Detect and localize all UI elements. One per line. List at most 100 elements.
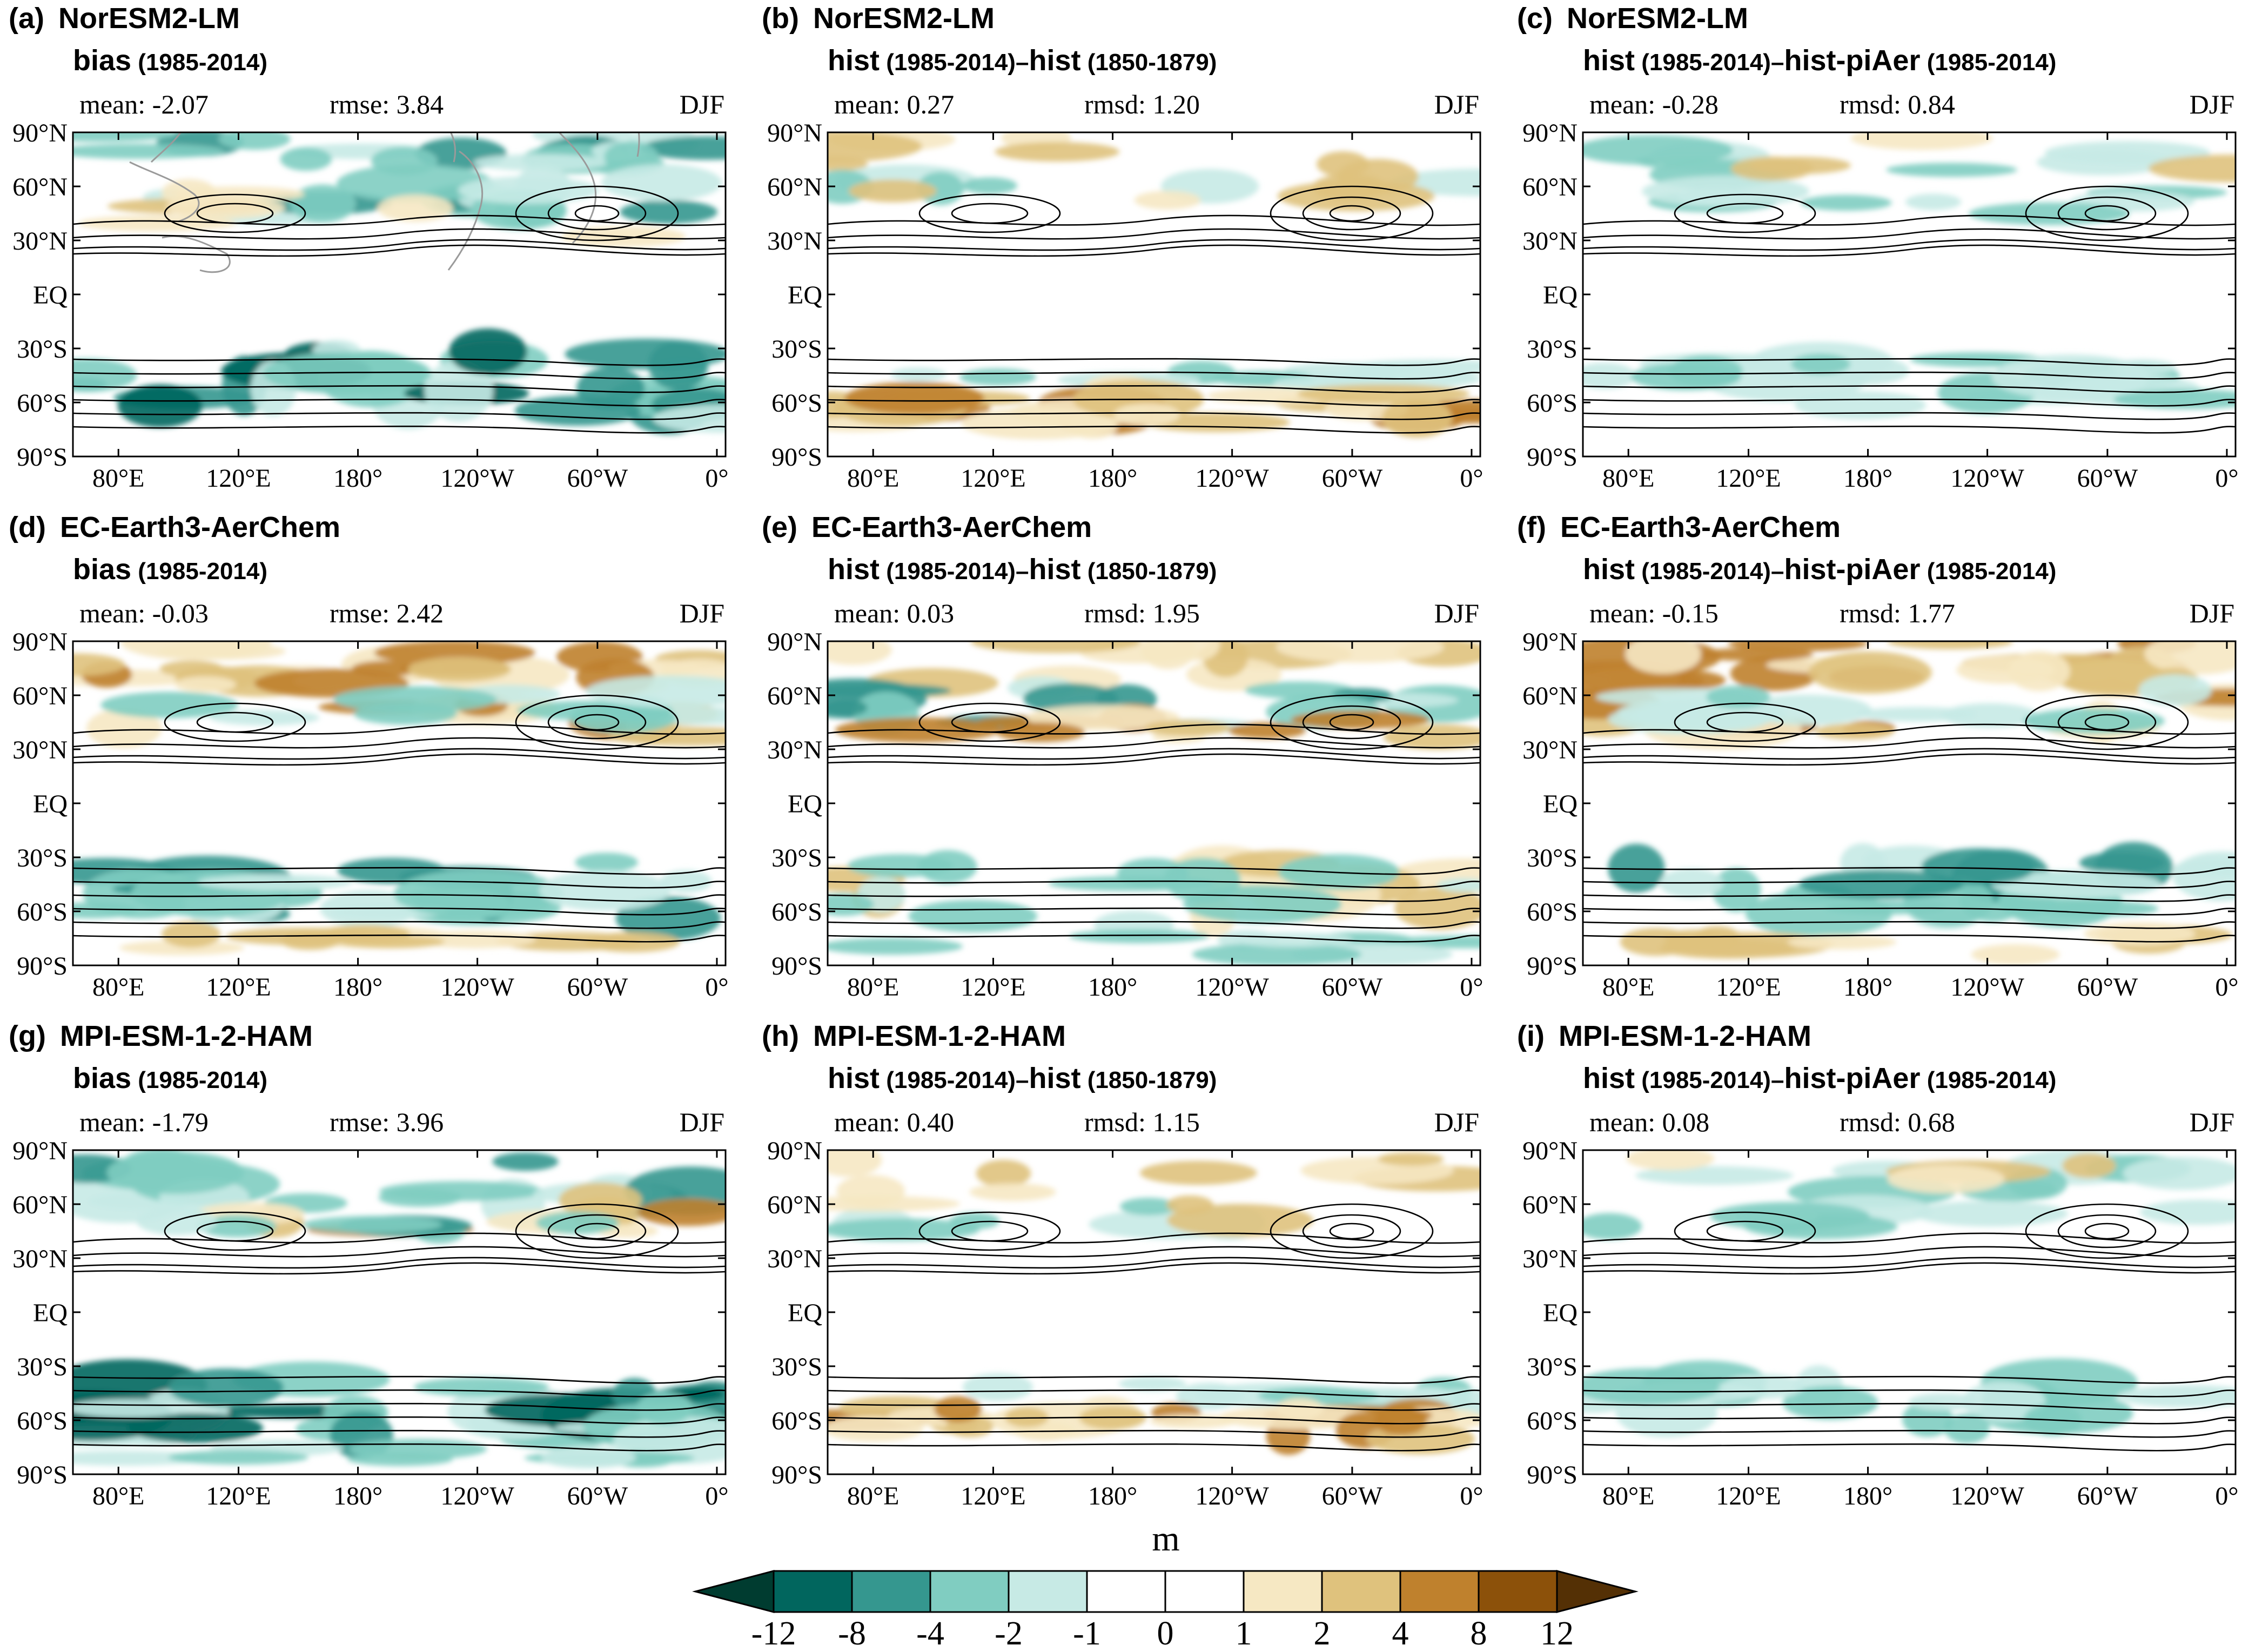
mean-contours <box>828 185 1480 434</box>
lon-label: 80°E <box>1602 1482 1655 1510</box>
stat-error: rmsd: 0.84 <box>1840 89 1955 119</box>
lat-label: 90°S <box>1527 443 1578 472</box>
lat-label: 60°N <box>1522 682 1578 710</box>
panel-title: (c) NorESM2-LM <box>1517 2 1748 35</box>
lat-label: 60°N <box>12 173 68 202</box>
stat-error: rmse: 2.42 <box>330 598 444 628</box>
panel-subtitle: hist (1985-2014)–hist-piAer (1985-2014) <box>1583 44 2056 77</box>
lon-label: 120°W <box>1195 464 1269 493</box>
stat-error: rmse: 3.96 <box>330 1107 444 1137</box>
lat-label: 90°N <box>12 119 68 147</box>
lon-label: 80°E <box>847 464 900 493</box>
colorbar-segment <box>1321 1570 1401 1613</box>
season-label: DJF <box>1434 89 1479 119</box>
panel-title: (a) NorESM2-LM <box>9 2 240 35</box>
anomaly-shading <box>73 132 726 435</box>
panel-tag: (c) <box>1517 2 1553 35</box>
panel-i: (i) MPI-ESM-1-2-HAM hist (1985-2014)–hist-… <box>1517 1020 2239 1510</box>
lat-label: 30°N <box>767 227 822 256</box>
panel-subtitle: hist (1985-2014)–hist (1850-1879) <box>828 1062 1217 1094</box>
lat-label: 90°N <box>767 119 822 147</box>
lat-label: 30°N <box>1522 227 1578 256</box>
lon-label: 0° <box>705 1482 728 1510</box>
season-label: DJF <box>2190 89 2234 119</box>
lon-label: 0° <box>705 973 728 1002</box>
lon-label: 0° <box>1460 973 1483 1002</box>
panel-subtitle: bias (1985-2014) <box>73 44 267 77</box>
panel-subtitle: hist (1985-2014)–hist-piAer (1985-2014) <box>1583 553 2056 586</box>
panel-h: (h) MPI-ESM-1-2-HAM hist (1985-2014)–hist … <box>762 1020 1484 1510</box>
lat-label: 30°N <box>1522 736 1578 764</box>
lon-label: 120°W <box>1950 1482 2024 1510</box>
panel-title: (e) EC-Earth3-AerChem <box>762 511 1092 543</box>
season-label: DJF <box>1434 598 1479 628</box>
panel-f: (f) EC-Earth3-AerChem hist (1985-2014)–his… <box>1517 511 2239 1002</box>
stat-mean: mean: -1.79 <box>79 1107 209 1137</box>
panel-model: NorESM2-LM <box>1567 2 1748 35</box>
lat-label: 60°N <box>767 173 822 202</box>
lat-label: EQ <box>33 281 68 310</box>
lat-label: 60°S <box>1527 1407 1578 1435</box>
colorbar-high-arrow <box>1556 1570 1639 1613</box>
lon-label: 80°E <box>92 464 145 493</box>
lon-label: 0° <box>705 464 728 493</box>
lon-label: 80°E <box>92 973 145 1002</box>
stat-error: rmse: 3.84 <box>330 89 444 119</box>
lat-label: 90°N <box>767 628 822 656</box>
lon-label: 180° <box>1088 973 1137 1002</box>
stat-mean: mean: 0.27 <box>834 89 954 119</box>
map-field <box>73 641 726 956</box>
lat-label: EQ <box>788 1299 822 1327</box>
lat-label: 90°S <box>771 443 822 472</box>
map-field <box>828 1150 1480 1455</box>
lat-label: 30°N <box>12 227 68 256</box>
panel-title: (b) NorESM2-LM <box>762 2 995 35</box>
colorbar-label: 12 <box>1540 1615 1574 1652</box>
lon-label: 80°E <box>92 1482 145 1510</box>
lat-label: 60°S <box>17 389 68 418</box>
lon-label: 180° <box>1088 1482 1137 1510</box>
lon-label: 0° <box>1460 464 1483 493</box>
lat-label: 30°N <box>767 736 822 764</box>
colorbar-segment <box>1164 1570 1245 1613</box>
lon-label: 120°W <box>440 464 514 493</box>
lon-label: 0° <box>2215 973 2238 1002</box>
colorbar-segment <box>773 1570 853 1613</box>
lat-label: 30°S <box>17 335 68 364</box>
panel-tag: (i) <box>1517 1020 1545 1052</box>
lon-label: 120°E <box>1716 973 1781 1002</box>
lat-label: EQ <box>1543 790 1578 818</box>
lon-label: 80°E <box>1602 464 1655 493</box>
anomaly-shading <box>828 1150 1480 1455</box>
colorbar-label: 8 <box>1471 1615 1487 1652</box>
colorbar-label: 0 <box>1157 1615 1174 1652</box>
colorbar-label: -8 <box>838 1615 866 1652</box>
lat-label: 30°S <box>1527 844 1578 872</box>
lat-label: 90°S <box>17 1461 68 1489</box>
map-field <box>1583 641 2236 965</box>
lon-label: 0° <box>2215 464 2238 493</box>
stat-mean: mean: -0.15 <box>1589 598 1719 628</box>
lat-label: 30°N <box>12 736 68 764</box>
lon-label: 180° <box>1843 464 1892 493</box>
colorbar-label: -1 <box>1073 1615 1101 1652</box>
lon-label: 80°E <box>1602 973 1655 1002</box>
lat-label: 90°S <box>1527 952 1578 981</box>
lat-label: 60°N <box>767 682 822 710</box>
mean-contours <box>828 694 1480 943</box>
colorbar-label: 2 <box>1314 1615 1331 1652</box>
colorbar-label: 4 <box>1392 1615 1409 1652</box>
lat-label: 30°N <box>767 1245 822 1273</box>
map-field <box>1583 132 2236 434</box>
panel-model: EC-Earth3-AerChem <box>1560 511 1841 543</box>
map-field <box>828 132 1480 440</box>
lat-label: 30°S <box>771 1353 822 1381</box>
panel-tag: (h) <box>762 1020 799 1052</box>
lat-label: 60°S <box>771 1407 822 1435</box>
lat-label: 30°S <box>17 1353 68 1381</box>
season-label: DJF <box>680 1107 724 1137</box>
stat-error: rmsd: 0.68 <box>1840 1107 1955 1137</box>
lat-label: EQ <box>33 1299 68 1327</box>
lat-label: 90°N <box>12 1137 68 1165</box>
